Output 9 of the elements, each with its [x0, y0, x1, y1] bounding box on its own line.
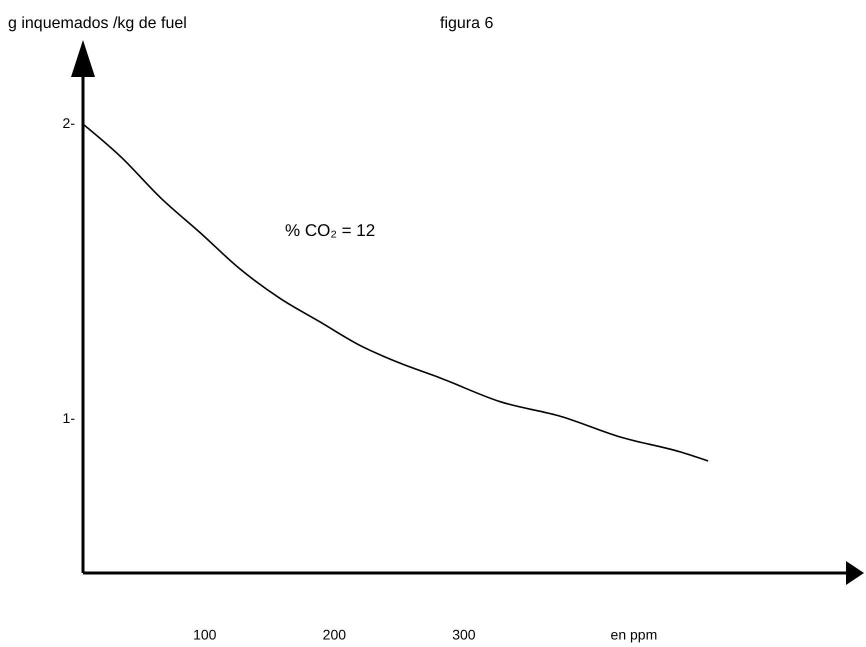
x-axis-title: en ppm — [610, 626, 658, 643]
x-tick-label: 100 — [193, 626, 217, 643]
y-axis-title: g inquemados /kg de fuel — [8, 15, 187, 32]
annotation: % CO₂ = 12 — [285, 221, 376, 240]
chart-title: figura 6 — [440, 15, 494, 32]
y-tick-label: 2- — [62, 114, 76, 131]
y-tick-label: 1- — [62, 410, 76, 426]
x-tick-label: 200 — [322, 626, 346, 643]
x-tick-label: 300 — [452, 626, 476, 643]
